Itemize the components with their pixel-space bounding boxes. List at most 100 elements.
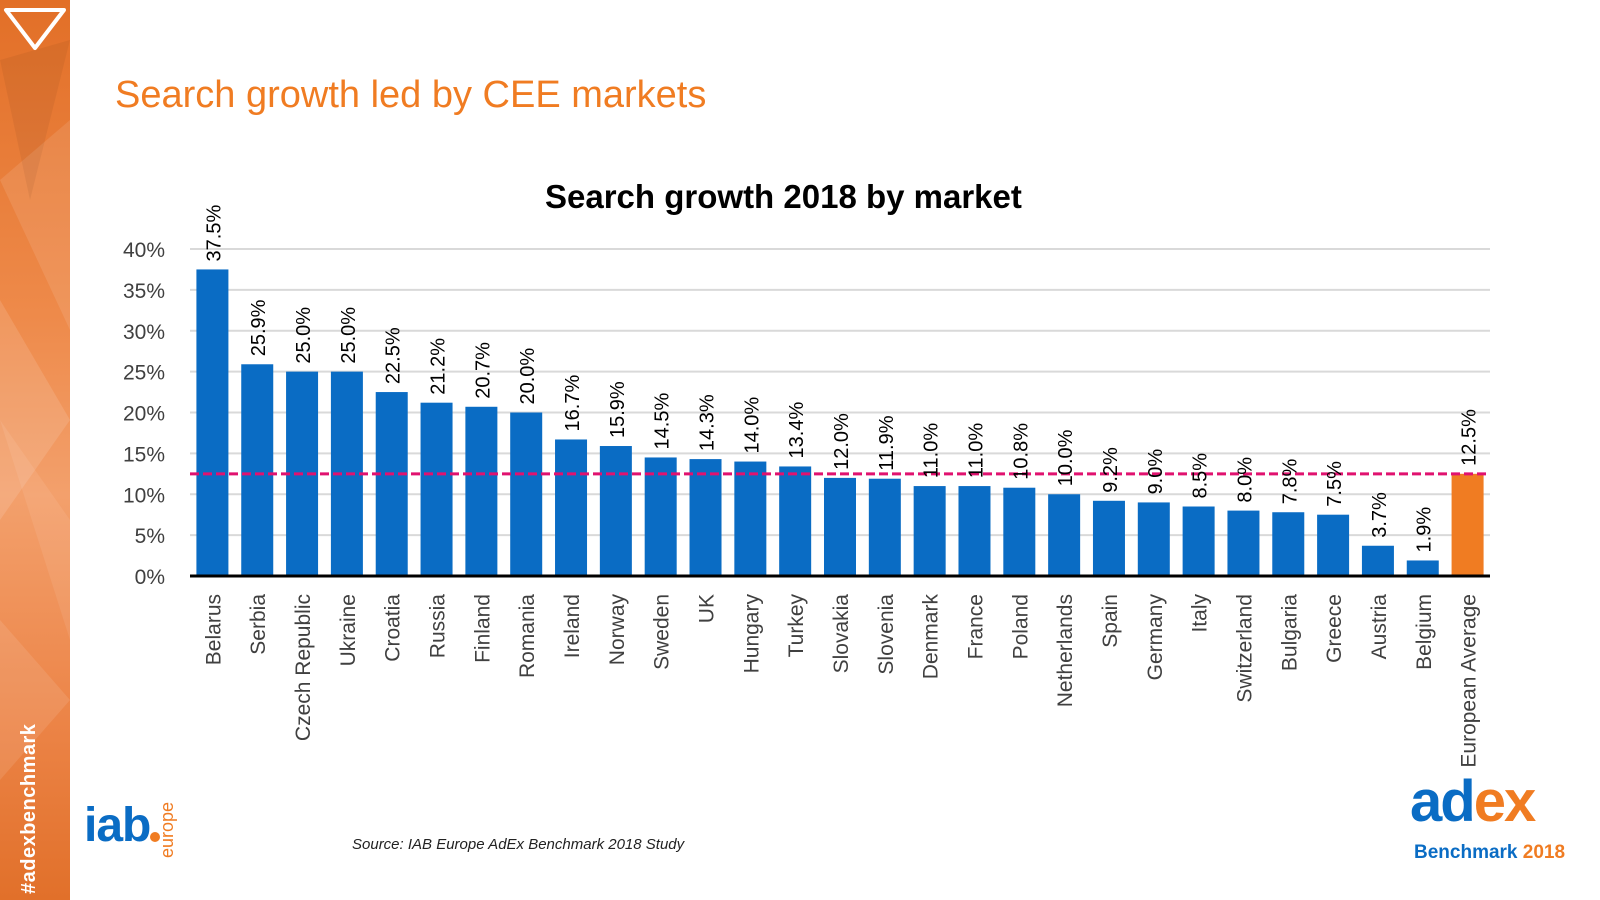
bar xyxy=(1048,494,1081,576)
category-label: Slovenia xyxy=(875,594,898,675)
chart-title: Search growth 2018 by market xyxy=(545,178,1022,215)
bar xyxy=(1092,500,1125,576)
data-label: 37.5% xyxy=(203,205,225,262)
bar xyxy=(420,402,453,576)
category-label: Bulgaria xyxy=(1278,594,1301,671)
bar xyxy=(1406,560,1439,576)
data-label: 25.0% xyxy=(293,307,315,364)
category-label: Switzerland xyxy=(1233,594,1256,703)
bar xyxy=(689,459,722,576)
category-label: Belarus xyxy=(202,594,225,665)
category-label: France xyxy=(964,594,987,659)
data-label: 25.9% xyxy=(248,299,270,356)
y-tick-label: 10% xyxy=(123,484,165,507)
category-label: Croatia xyxy=(382,594,405,662)
category-label: Slovakia xyxy=(830,594,853,674)
y-tick-label: 0% xyxy=(135,566,165,589)
bar xyxy=(779,466,812,576)
data-label: 20.0% xyxy=(517,348,539,405)
category-label: Czech Republic xyxy=(292,594,315,741)
bar xyxy=(510,412,543,576)
category-label: Serbia xyxy=(247,594,270,655)
bar xyxy=(465,406,498,576)
iab-logo-europe: europe xyxy=(157,801,177,858)
bar xyxy=(913,486,946,576)
data-label: 11.9% xyxy=(876,415,898,470)
category-label: Turkey xyxy=(785,594,808,658)
bar xyxy=(555,439,588,576)
bar xyxy=(599,446,632,576)
data-label: 11.0% xyxy=(965,423,987,478)
category-label: Romania xyxy=(516,594,539,678)
category-label: Netherlands xyxy=(1054,594,1077,707)
bar xyxy=(241,364,274,576)
bar xyxy=(375,392,408,576)
category-label: Sweden xyxy=(651,594,674,670)
category-label: Norway xyxy=(606,594,629,666)
sidebar-decoration: #adexbenchmark xyxy=(0,0,70,900)
category-label: European Average xyxy=(1458,594,1481,768)
bar xyxy=(1003,487,1036,576)
y-tick-label: 25% xyxy=(123,362,165,385)
bar xyxy=(196,269,229,576)
data-label: 20.7% xyxy=(472,342,494,399)
data-label: 16.7% xyxy=(562,375,584,432)
category-label: Russia xyxy=(427,594,450,659)
y-tick-label: 5% xyxy=(135,525,165,548)
source-note: Source: IAB Europe AdEx Benchmark 2018 S… xyxy=(352,836,685,853)
data-label: 7.5% xyxy=(1324,461,1346,507)
data-label: 12.0% xyxy=(831,413,853,470)
category-label: Denmark xyxy=(920,594,943,680)
category-label: Spain xyxy=(1099,594,1122,648)
bar xyxy=(868,478,901,576)
adex-logo-ex: ex xyxy=(1473,769,1536,834)
category-label: Ireland xyxy=(561,594,584,658)
adex-logo-ad: ad xyxy=(1410,769,1476,834)
y-tick-label: 20% xyxy=(123,403,165,426)
bar xyxy=(644,457,677,576)
data-label: 15.9% xyxy=(607,381,629,438)
category-label: Italy xyxy=(1189,594,1212,633)
bar xyxy=(734,461,767,576)
data-labels: 37.5% 25.9% 25.0% 25.0% 22.5% 21.2% 20.7% 20.0%… xyxy=(203,205,1480,553)
data-label: 14.3% xyxy=(697,394,719,451)
data-label: 25.0% xyxy=(338,307,360,364)
adex-logo-year: 2018 xyxy=(1522,842,1566,863)
data-label: 3.7% xyxy=(1369,492,1391,538)
category-label: UK xyxy=(696,594,719,623)
bars xyxy=(196,269,1484,576)
y-tick-label: 30% xyxy=(123,321,165,344)
bar xyxy=(824,477,856,576)
bar-european-average xyxy=(1451,473,1484,576)
bar xyxy=(1361,545,1394,576)
data-label: 12.5% xyxy=(1459,409,1481,466)
category-labels: Belarus Serbia Czech Republic Ukraine Croati… xyxy=(202,594,1480,768)
category-label: Finland xyxy=(471,594,494,663)
data-label: 11.0% xyxy=(921,423,943,478)
y-tick-label: 15% xyxy=(123,443,165,466)
data-label: 13.4% xyxy=(786,402,808,459)
bar xyxy=(1227,510,1260,576)
adex-logo-benchmark: Benchmark xyxy=(1414,842,1518,863)
category-label: Hungary xyxy=(740,594,763,674)
data-label: 9.2% xyxy=(1100,447,1122,493)
iab-logo-dot xyxy=(150,832,160,842)
data-label: 10.0% xyxy=(1055,429,1077,486)
category-label: Poland xyxy=(1009,594,1032,659)
y-tick-label: 40% xyxy=(123,239,165,262)
data-label: 21.2% xyxy=(428,338,450,395)
data-label: 1.9% xyxy=(1414,507,1436,553)
triangle-icon xyxy=(4,8,66,50)
category-label: Ukraine xyxy=(337,594,360,666)
data-label: 9.0% xyxy=(1145,449,1167,495)
adex-logo-subtitle: Benchmark 2018 xyxy=(1414,842,1565,864)
iab-europe-logo: iab europe xyxy=(84,788,184,868)
adex-benchmark-logo: adex Benchmark 2018 xyxy=(1408,769,1565,868)
bar xyxy=(1137,502,1170,576)
bar xyxy=(1272,512,1305,576)
y-axis-ticks: 0% 5% 10% 15% 20% 25% 30% 35% 40% xyxy=(123,239,165,589)
adex-logo-word: adex xyxy=(1410,768,1536,835)
category-label: Belgium xyxy=(1413,594,1436,670)
category-label: Austria xyxy=(1368,594,1391,660)
